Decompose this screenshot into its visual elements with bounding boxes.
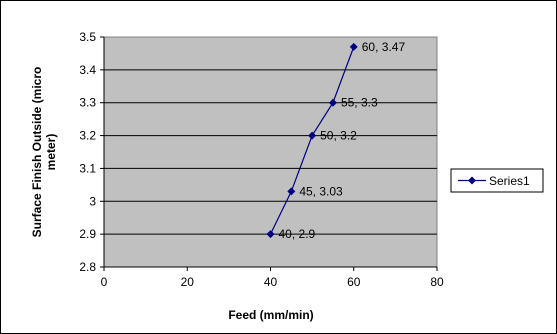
y-tick-label: 2.8: [79, 260, 96, 274]
legend-marker: [468, 176, 476, 185]
data-point-marker: [287, 187, 296, 196]
y-tick-label: 3.2: [79, 129, 96, 143]
x-tick-label: 40: [264, 275, 278, 289]
data-labels: 40, 2.9 45, 3.03 50, 3.2 55, 3.3 60, 3.47: [279, 40, 406, 241]
series-layer: [266, 42, 358, 239]
x-tick-label: 60: [347, 275, 361, 289]
y-tick-label: 2.9: [79, 227, 96, 241]
x-tick-label: 0: [101, 275, 108, 289]
data-label: 45, 3.03: [299, 184, 343, 198]
legend-box: [450, 168, 544, 193]
data-point-marker: [328, 98, 337, 107]
y-axis-title: Surface Finish Outside (micro meter): [30, 67, 58, 238]
y-tick-label: 3.3: [79, 96, 96, 110]
y-tick-label: 3.4: [79, 63, 96, 77]
y-axis-title-line-2: meter): [44, 134, 58, 171]
legend-label: Series1: [489, 174, 530, 188]
axes: [100, 36, 438, 271]
data-point-marker: [266, 230, 275, 239]
gridlines: [104, 69, 437, 235]
y-tick-label: 3.1: [79, 161, 96, 175]
data-label: 40, 2.9: [279, 227, 316, 241]
data-point-marker: [308, 131, 317, 140]
y-tick-label: 3.5: [79, 30, 96, 44]
y-axis-title-line-1: Surface Finish Outside (micro: [30, 67, 44, 238]
data-label: 55, 3.3: [341, 96, 378, 110]
x-tick-label: 80: [430, 275, 444, 289]
data-label: 50, 3.2: [320, 129, 357, 143]
x-axis-title: Feed (mm/min): [228, 308, 313, 322]
tick-labels: 2.8 2.9 3 3.1 3.2 3.3 3.4 3.5 0 20 40 60 80: [79, 30, 444, 289]
plot-area: [103, 36, 438, 268]
data-point-marker: [349, 42, 358, 51]
legend: Series1: [450, 168, 544, 193]
data-label: 60, 3.47: [362, 40, 406, 54]
x-tick-label: 20: [181, 275, 195, 289]
y-tick-label: 3: [89, 194, 96, 208]
